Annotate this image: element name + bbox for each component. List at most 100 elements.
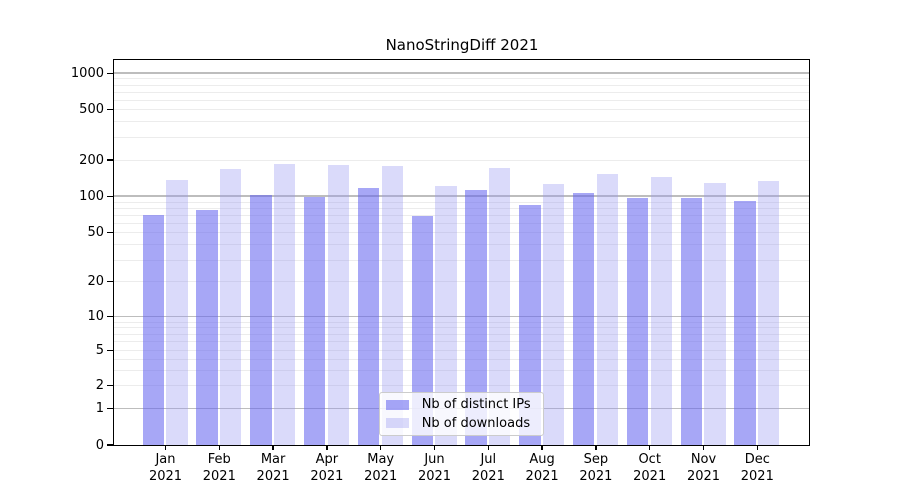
x-tick-year: 2021 bbox=[417, 468, 452, 484]
minor-gridline bbox=[114, 358, 810, 360]
x-tick-month: Jan bbox=[155, 452, 176, 467]
bar-distinct-ips-mar bbox=[250, 195, 272, 445]
x-tick-year: 2021 bbox=[579, 468, 613, 484]
bar-downloads-sep bbox=[596, 174, 619, 445]
bar-downloads-feb bbox=[220, 168, 242, 445]
y-axis-tick-mark bbox=[107, 444, 114, 446]
legend-label-downloads: Nb of downloads bbox=[421, 415, 531, 431]
minor-gridline bbox=[114, 327, 810, 329]
y-axis-tick-mark bbox=[107, 195, 114, 197]
x-axis-tick-label: Aug 2021 bbox=[512, 452, 572, 485]
x-axis-tick-mark bbox=[756, 445, 758, 451]
minor-gridline bbox=[114, 222, 810, 224]
y-axis-tick-mark bbox=[107, 159, 114, 161]
y-axis-tick-mark bbox=[107, 72, 114, 74]
y-axis-tick-label: 1000 bbox=[70, 65, 104, 81]
x-axis-tick-mark bbox=[487, 445, 489, 451]
y-axis-tick-mark bbox=[107, 385, 114, 387]
x-tick-month: Sep bbox=[583, 452, 609, 467]
y-axis-tick-label: 2 bbox=[95, 378, 104, 394]
minor-gridline bbox=[114, 385, 810, 387]
bar-distinct-ips-sep bbox=[573, 192, 595, 445]
x-tick-year: 2021 bbox=[686, 468, 721, 484]
x-tick-year: 2021 bbox=[740, 468, 774, 484]
major-gridline bbox=[114, 195, 810, 197]
bar-distinct-ips-aug bbox=[519, 205, 541, 445]
x-axis-tick-mark bbox=[272, 445, 274, 451]
y-axis-tick-mark bbox=[107, 232, 114, 234]
minor-gridline bbox=[114, 99, 810, 101]
bar-downloads-jun bbox=[435, 186, 457, 445]
bar-distinct-ips-nov bbox=[680, 198, 702, 445]
legend-label-distinct-ips: Nb of distinct IPs bbox=[421, 397, 531, 413]
x-tick-month: Jul bbox=[480, 452, 497, 467]
x-axis-tick-mark bbox=[326, 445, 328, 451]
x-axis-tick-mark bbox=[218, 445, 220, 451]
x-tick-month: Oct bbox=[638, 452, 661, 467]
x-tick-month: Aug bbox=[529, 452, 555, 467]
x-tick-month: Dec bbox=[744, 452, 770, 467]
x-tick-year: 2021 bbox=[471, 468, 505, 484]
x-axis-tick-label: Jan 2021 bbox=[136, 452, 196, 485]
major-gridline bbox=[114, 72, 810, 74]
minor-gridline bbox=[114, 321, 810, 323]
y-axis-tick-label: 200 bbox=[79, 152, 104, 168]
legend-swatch-distinct-ips bbox=[385, 399, 409, 410]
bar-downloads-mar bbox=[273, 164, 296, 445]
bar-distinct-ips-feb bbox=[196, 210, 218, 445]
x-tick-year: 2021 bbox=[633, 468, 667, 484]
x-tick-year: 2021 bbox=[202, 468, 236, 484]
minor-gridline bbox=[114, 244, 810, 246]
x-axis-tick-label: Jul 2021 bbox=[458, 452, 518, 485]
x-axis-tick-mark bbox=[380, 445, 382, 451]
bar-distinct-ips-jun bbox=[411, 216, 433, 445]
minor-gridline bbox=[114, 281, 810, 283]
x-axis-tick-label: Dec 2021 bbox=[727, 452, 787, 485]
x-axis-tick-label: May 2021 bbox=[351, 452, 411, 485]
x-axis-tick-label: Apr 2021 bbox=[297, 452, 357, 485]
legend-item-downloads: Nb of downloads bbox=[385, 414, 539, 433]
bar-downloads-dec bbox=[758, 180, 780, 445]
bar-distinct-ips-apr bbox=[304, 197, 326, 445]
bar-downloads-jan bbox=[166, 179, 188, 445]
y-axis-tick-label: 50 bbox=[87, 225, 104, 241]
minor-gridline bbox=[114, 341, 810, 343]
x-axis-tick-mark bbox=[541, 445, 543, 451]
x-tick-year: 2021 bbox=[148, 468, 183, 484]
y-axis-tick-mark bbox=[107, 281, 114, 283]
x-axis-tick-mark bbox=[702, 445, 705, 451]
x-tick-month: Apr bbox=[315, 452, 339, 467]
bar-distinct-ips-jan bbox=[142, 215, 164, 445]
y-axis-tick-label: 1 bbox=[95, 401, 104, 416]
x-tick-month: Jun bbox=[424, 452, 445, 467]
bar-distinct-ips-jul bbox=[465, 190, 487, 445]
x-axis-tick-mark bbox=[595, 445, 597, 451]
bar-distinct-ips-dec bbox=[734, 200, 756, 445]
minor-gridline bbox=[114, 259, 810, 261]
minor-gridline bbox=[114, 137, 810, 139]
legend-swatch-downloads bbox=[385, 418, 409, 429]
x-tick-month: Mar bbox=[260, 452, 286, 467]
major-gridline bbox=[114, 315, 810, 317]
x-tick-year: 2021 bbox=[310, 468, 344, 484]
y-axis-tick-label: 100 bbox=[79, 188, 104, 204]
minor-gridline bbox=[114, 201, 810, 203]
bar-downloads-apr bbox=[327, 165, 350, 445]
y-axis-tick-label: 0 bbox=[95, 437, 104, 453]
x-axis-tick-label: Jun 2021 bbox=[405, 452, 465, 485]
bar-distinct-ips-oct bbox=[626, 197, 649, 445]
x-tick-year: 2021 bbox=[364, 468, 398, 484]
x-tick-month: Feb bbox=[207, 452, 231, 467]
bar-distinct-ips-may bbox=[357, 187, 380, 445]
minor-gridline bbox=[114, 232, 810, 234]
x-axis-tick-label: Oct 2021 bbox=[620, 452, 680, 485]
minor-gridline bbox=[114, 369, 810, 371]
y-axis-tick-mark bbox=[107, 350, 114, 352]
plot-area: Nb of distinct IPs Nb of downloads bbox=[113, 59, 811, 446]
y-axis-tick-label: 500 bbox=[79, 101, 104, 117]
x-axis-tick-mark bbox=[164, 445, 167, 451]
x-tick-month: May bbox=[367, 452, 395, 467]
bar-downloads-may bbox=[381, 165, 403, 445]
x-axis-tick-label: Nov 2021 bbox=[674, 452, 734, 485]
